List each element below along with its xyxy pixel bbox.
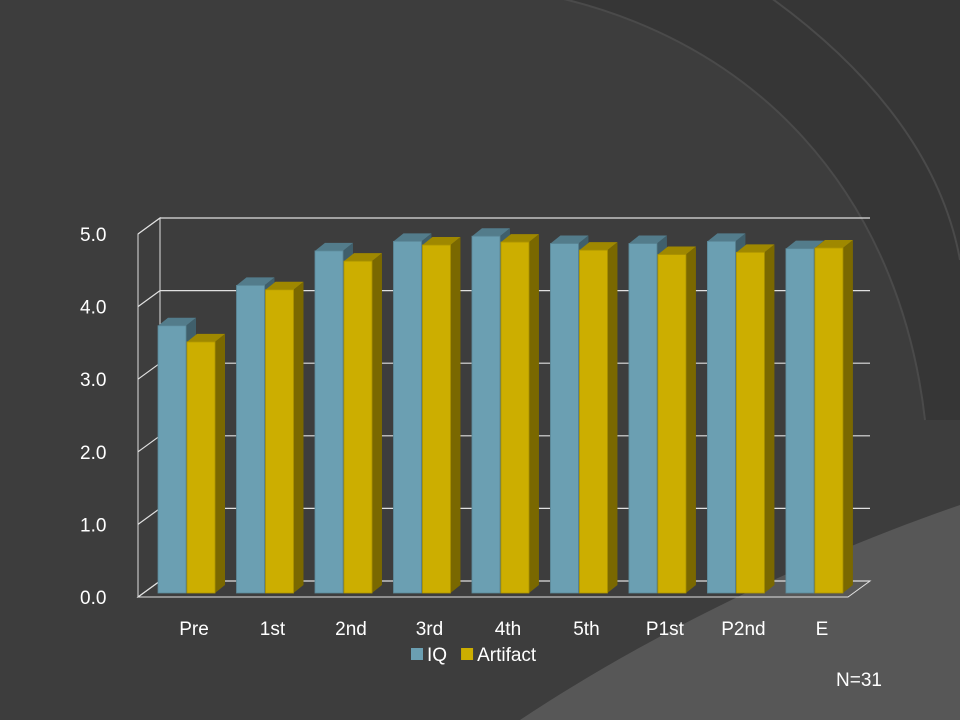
bar-artifact-p1st — [658, 247, 696, 593]
bars — [158, 228, 853, 593]
x-tick-label: 5th — [573, 619, 599, 640]
legend-label-artifact: Artifact — [477, 645, 537, 666]
x-axis-ticks: Pre 1st 2nd 3rd 4th 5th P1st P2nd E — [179, 619, 828, 640]
legend-swatch-iq — [411, 648, 423, 660]
x-tick-label: 2nd — [335, 619, 367, 640]
bar-artifact-3rd — [422, 237, 460, 593]
x-tick-label: E — [816, 619, 829, 640]
y-tick-label: 5.0 — [80, 225, 106, 246]
legend: IQ Artifact — [411, 645, 537, 666]
x-tick-label: 1st — [260, 619, 286, 640]
bar-artifact-p2nd — [736, 244, 774, 593]
bar-artifact-pre — [187, 334, 225, 593]
bar-artifact-4th — [501, 234, 539, 593]
y-tick-label: 1.0 — [80, 515, 106, 536]
legend-label-iq: IQ — [427, 645, 447, 666]
y-tick-label: 3.0 — [80, 370, 106, 391]
side-wall — [138, 218, 160, 597]
x-tick-label: 4th — [495, 619, 521, 640]
y-tick-label: 2.0 — [80, 443, 106, 464]
bar-artifact-5th — [579, 242, 617, 593]
x-tick-label: Pre — [179, 619, 209, 640]
y-tick-label: 0.0 — [80, 588, 106, 609]
x-tick-label: P1st — [646, 619, 685, 640]
bar-artifact-2nd — [344, 253, 382, 593]
x-tick-label: 3rd — [416, 619, 443, 640]
legend-swatch-artifact — [461, 648, 473, 660]
y-tick-label: 4.0 — [80, 298, 106, 319]
bar-artifact-e — [815, 240, 853, 593]
sample-size-note: N=31 — [836, 670, 882, 692]
y-axis-ticks: 0.0 1.0 2.0 3.0 4.0 5.0 — [80, 225, 106, 609]
x-tick-label: P2nd — [721, 619, 765, 640]
bar-artifact-1st — [265, 282, 303, 593]
